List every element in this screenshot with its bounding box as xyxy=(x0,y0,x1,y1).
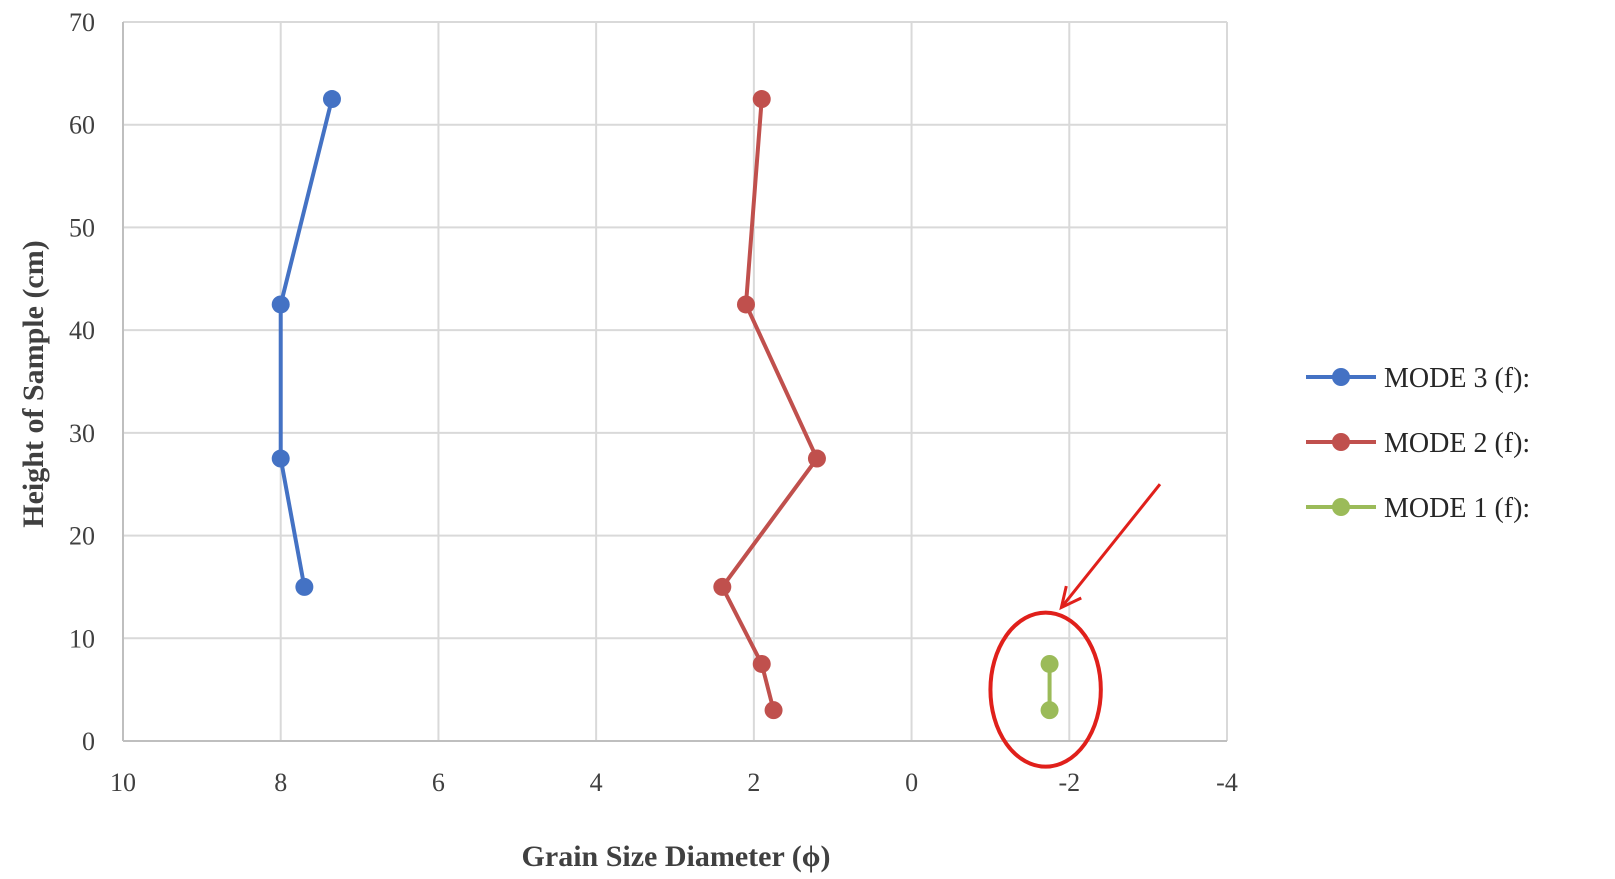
data-point xyxy=(271,295,290,314)
data-point xyxy=(736,295,755,314)
data-series xyxy=(271,90,1059,720)
x-tick-label: 6 xyxy=(432,768,445,797)
legend-item: MODE 2 (f): xyxy=(1306,428,1530,459)
x-tick-label: 10 xyxy=(110,768,136,797)
y-axis-title: Height of Sample (cm) xyxy=(17,240,50,527)
legend-marker xyxy=(1332,433,1350,451)
y-tick-label: 40 xyxy=(69,316,95,345)
x-tick-label: 0 xyxy=(905,768,918,797)
data-point xyxy=(807,449,826,468)
data-point xyxy=(752,90,771,109)
arrow-head xyxy=(1059,585,1082,611)
data-point xyxy=(713,577,732,596)
x-tick-label: 8 xyxy=(274,768,287,797)
data-point xyxy=(752,654,771,673)
annotations xyxy=(988,483,1162,769)
y-tick-labels: 0 10 20 30 40 50 60 70 xyxy=(69,8,95,756)
legend-item: MODE 1 (f): xyxy=(1306,493,1530,524)
x-tick-label: -4 xyxy=(1216,768,1238,797)
legend: MODE 3 (f): MODE 2 (f): MODE 1 (f): xyxy=(1306,363,1530,524)
y-tick-label: 20 xyxy=(69,522,95,551)
y-tick-label: 50 xyxy=(69,213,95,242)
data-point xyxy=(1040,654,1059,673)
legend-label: MODE 2 (f): xyxy=(1384,428,1530,459)
gridlines xyxy=(122,21,1228,742)
data-point xyxy=(271,449,290,468)
data-point xyxy=(295,577,314,596)
series-1 xyxy=(271,90,341,596)
highlight-ellipse xyxy=(988,610,1103,769)
series-line xyxy=(278,98,334,588)
series-3 xyxy=(1040,654,1059,720)
legend-label: MODE 3 (f): xyxy=(1384,363,1530,394)
y-tick-label: 60 xyxy=(69,111,95,140)
x-tick-label: 4 xyxy=(590,768,603,797)
arrow-shaft xyxy=(1060,483,1162,609)
y-tick-label: 0 xyxy=(82,727,95,756)
legend-item: MODE 3 (f): xyxy=(1306,363,1530,394)
data-point xyxy=(1040,701,1059,720)
legend-marker xyxy=(1332,368,1350,386)
data-point xyxy=(764,701,783,720)
data-point xyxy=(322,90,341,109)
y-tick-label: 30 xyxy=(69,419,95,448)
legend-label: MODE 1 (f): xyxy=(1384,493,1530,524)
legend-marker xyxy=(1332,498,1350,516)
x-axis-title: Grain Size Diameter (ϕ) xyxy=(522,840,831,873)
series-2 xyxy=(713,90,826,720)
y-tick-label: 10 xyxy=(69,624,95,653)
x-tick-label: -2 xyxy=(1058,768,1080,797)
y-tick-label: 70 xyxy=(69,8,95,37)
series-line xyxy=(720,98,819,711)
x-tick-label: 2 xyxy=(747,768,760,797)
x-tick-labels: 10 8 6 4 2 0 -2 -4 xyxy=(110,768,1238,797)
